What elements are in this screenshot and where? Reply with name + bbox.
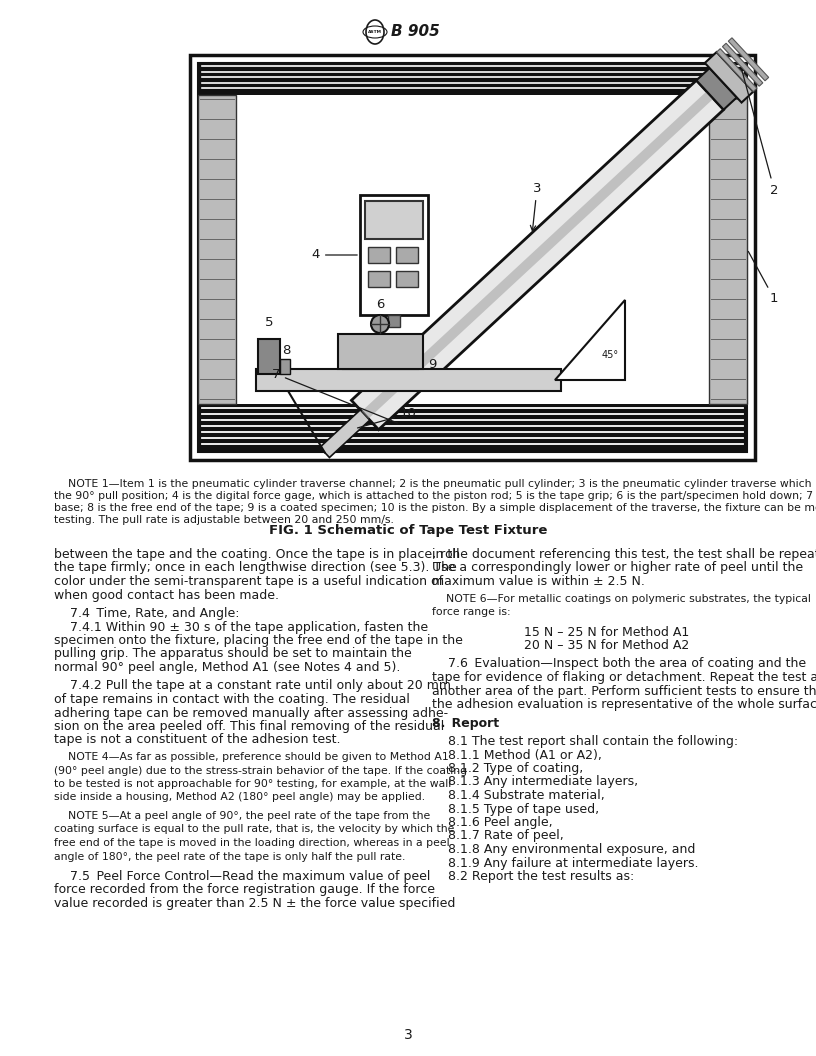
Text: base; 8 is the free end of the tape; 9 is a coated specimen; 10 is the piston. B: base; 8 is the free end of the tape; 9 i… [54, 503, 816, 513]
Text: Use a correspondingly lower or higher rate of peel until the: Use a correspondingly lower or higher ra… [432, 562, 803, 574]
Text: 8.1.5 Type of tape used,: 8.1.5 Type of tape used, [432, 803, 599, 815]
Text: NOTE 6—For metallic coatings on polymeric substrates, the typical: NOTE 6—For metallic coatings on polymeri… [432, 593, 811, 603]
Text: the adhesion evaluation is representative of the whole surface.: the adhesion evaluation is representativ… [432, 698, 816, 711]
Text: 9: 9 [428, 358, 437, 371]
Polygon shape [320, 410, 370, 457]
Bar [709, 95, 747, 404]
Bar [365, 201, 423, 239]
Text: 8: 8 [282, 344, 290, 358]
Text: 4: 4 [312, 248, 357, 262]
Text: 10: 10 [357, 408, 417, 428]
Text: (90° peel angle) due to the stress-strain behavior of the tape. If the coating: (90° peel angle) due to the stress-strai… [54, 766, 467, 775]
Text: 8.1.9 Any failure at intermediate layers.: 8.1.9 Any failure at intermediate layers… [432, 856, 698, 869]
Text: adhering tape can be removed manually after assessing adhe-: adhering tape can be removed manually af… [54, 706, 448, 719]
Text: 8.1.2 Type of coating,: 8.1.2 Type of coating, [432, 762, 583, 775]
Text: 8.1.4 Substrate material,: 8.1.4 Substrate material, [432, 789, 605, 802]
Text: color under the semi-transparent tape is a useful indication of: color under the semi-transparent tape is… [54, 576, 443, 588]
Polygon shape [705, 52, 753, 102]
Text: 45°: 45° [601, 350, 619, 360]
Text: force recorded from the force registration gauge. If the force: force recorded from the force registrati… [54, 884, 435, 897]
Text: 1: 1 [748, 251, 778, 305]
Text: 2: 2 [742, 70, 778, 196]
Bar [198, 404, 747, 452]
Bar [280, 359, 290, 374]
Text: 8.1.6 Peel angle,: 8.1.6 Peel angle, [432, 816, 552, 829]
Text: NOTE 4—As far as possible, preference should be given to Method A1: NOTE 4—As far as possible, preference sh… [54, 752, 449, 762]
Text: in the document referencing this test, the test shall be repeated.: in the document referencing this test, t… [432, 548, 816, 561]
Text: maximum value is within ± 2.5 N.: maximum value is within ± 2.5 N. [432, 576, 645, 588]
Polygon shape [722, 43, 763, 87]
Bar [388, 315, 400, 327]
Text: 7.4.2 Pull the tape at a constant rate until only about 20 mm: 7.4.2 Pull the tape at a constant rate u… [54, 679, 451, 693]
Text: another area of the part. Perform sufficient tests to ensure that: another area of the part. Perform suffic… [432, 684, 816, 698]
Bar [258, 339, 280, 374]
Text: the tape firmly; once in each lengthwise direction (see 5.3). The: the tape firmly; once in each lengthwise… [54, 562, 457, 574]
Polygon shape [696, 68, 737, 110]
Text: of tape remains in contact with the coating. The residual: of tape remains in contact with the coat… [54, 693, 410, 706]
Text: 8.1.3 Any intermediate layers,: 8.1.3 Any intermediate layers, [432, 775, 638, 789]
Text: sion on the area peeled off. This final removing of the residual: sion on the area peeled off. This final … [54, 720, 444, 733]
Polygon shape [716, 49, 757, 92]
Text: NOTE 1—Item 1 is the pneumatic cylinder traverse channel; 2 is the pneumatic pul: NOTE 1—Item 1 is the pneumatic cylinder … [54, 479, 816, 489]
Bar [343, 354, 418, 369]
Text: tape is not a constituent of the adhesion test.: tape is not a constituent of the adhesio… [54, 734, 340, 747]
Text: when good contact has been made.: when good contact has been made. [54, 588, 279, 602]
Text: value recorded is greater than 2.5 N ± the force value specified: value recorded is greater than 2.5 N ± t… [54, 897, 455, 910]
Text: force range is:: force range is: [432, 607, 511, 617]
Bar [396, 247, 418, 263]
Text: 7.6  Evaluation—Inspect both the area of coating and the: 7.6 Evaluation—Inspect both the area of … [432, 658, 806, 671]
Polygon shape [361, 91, 713, 418]
Text: FIG. 1 Schematic of Tape Test Fixture: FIG. 1 Schematic of Tape Test Fixture [268, 524, 548, 538]
Text: 8.2 Report the test results as:: 8.2 Report the test results as: [432, 870, 634, 883]
Text: B 905: B 905 [391, 24, 440, 39]
Text: normal 90° peel angle, Method A1 (see Notes 4 and 5).: normal 90° peel angle, Method A1 (see No… [54, 661, 401, 674]
Bar [198, 95, 236, 404]
Circle shape [371, 315, 389, 333]
Polygon shape [555, 300, 625, 380]
Bar [256, 369, 561, 391]
Text: 5: 5 [264, 316, 273, 329]
Text: 7.4  Time, Rate, and Angle:: 7.4 Time, Rate, and Angle: [54, 607, 240, 620]
Bar [198, 63, 747, 95]
Text: specimen onto the fixture, placing the free end of the tape in the: specimen onto the fixture, placing the f… [54, 634, 463, 647]
Text: 3: 3 [404, 1027, 412, 1042]
Text: NOTE 5—At a peel angle of 90°, the peel rate of the tape from the: NOTE 5—At a peel angle of 90°, the peel … [54, 811, 430, 821]
Bar [190, 55, 755, 460]
Text: 7: 7 [272, 367, 397, 423]
Bar [368, 247, 390, 263]
Bar [198, 63, 747, 452]
Text: side inside a housing, Method A2 (180° peel angle) may be applied.: side inside a housing, Method A2 (180° p… [54, 792, 425, 803]
Polygon shape [352, 80, 724, 430]
Text: the 90° pull position; 4 is the digital force gage, which is attached to the pis: the 90° pull position; 4 is the digital … [54, 491, 816, 501]
Text: 8.1.8 Any environmental exposure, and: 8.1.8 Any environmental exposure, and [432, 843, 695, 856]
Text: tape for evidence of flaking or detachment. Repeat the test at: tape for evidence of flaking or detachme… [432, 671, 816, 684]
Text: testing. The pull rate is adjustable between 20 and 250 mm/s.: testing. The pull rate is adjustable bet… [54, 515, 394, 525]
Bar [338, 334, 423, 369]
Text: coating surface is equal to the pull rate, that is, the velocity by which the: coating surface is equal to the pull rat… [54, 825, 455, 834]
Text: 8.1.1 Method (A1 or A2),: 8.1.1 Method (A1 or A2), [432, 749, 602, 761]
Text: pulling grip. The apparatus should be set to maintain the: pulling grip. The apparatus should be se… [54, 647, 412, 660]
Text: between the tape and the coating. Once the tape is in place, roll: between the tape and the coating. Once t… [54, 548, 459, 561]
Text: 15 N – 25 N for Method A1: 15 N – 25 N for Method A1 [525, 625, 690, 639]
Bar [368, 271, 390, 287]
Bar [396, 271, 418, 287]
Text: 8. Report: 8. Report [432, 717, 499, 730]
Text: angle of 180°, the peel rate of the tape is only half the pull rate.: angle of 180°, the peel rate of the tape… [54, 851, 406, 862]
Text: 3: 3 [530, 182, 541, 231]
Text: 8.1.7 Rate of peel,: 8.1.7 Rate of peel, [432, 830, 564, 843]
Text: to be tested is not approachable for 90° testing, for example, at the wall: to be tested is not approachable for 90°… [54, 779, 451, 789]
Text: 6: 6 [376, 298, 384, 312]
Text: ASTM: ASTM [368, 30, 382, 34]
Bar [360, 195, 428, 315]
Text: 7.4.1 Within 90 ± 30 s of the tape application, fasten the: 7.4.1 Within 90 ± 30 s of the tape appli… [54, 621, 428, 634]
Text: 8.1 The test report shall contain the following:: 8.1 The test report shall contain the fo… [432, 735, 738, 748]
Polygon shape [729, 38, 769, 81]
Text: free end of the tape is moved in the loading direction, whereas in a peel: free end of the tape is moved in the loa… [54, 838, 450, 848]
Text: 20 N – 35 N for Method A2: 20 N – 35 N for Method A2 [525, 639, 690, 652]
Text: 7.5  Peel Force Control—Read the maximum value of peel: 7.5 Peel Force Control—Read the maximum … [54, 870, 430, 883]
